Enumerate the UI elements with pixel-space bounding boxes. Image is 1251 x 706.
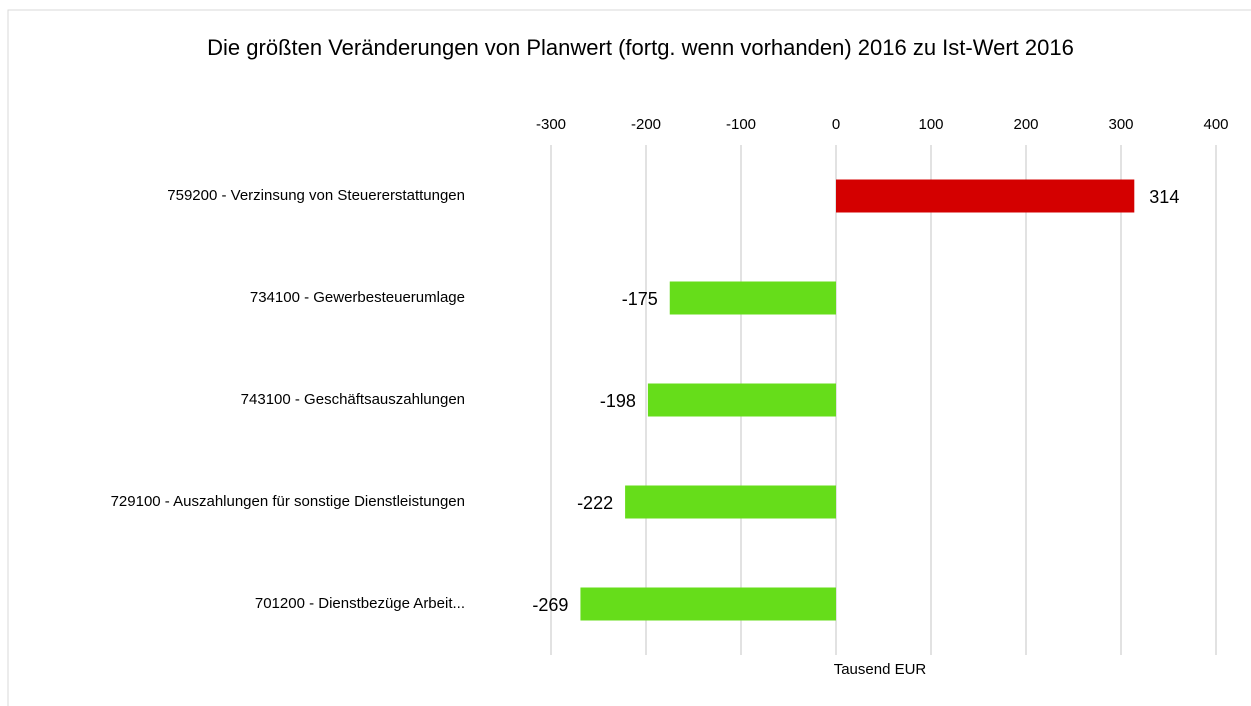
x-tick-label: 200 xyxy=(1013,116,1038,133)
value-label: -198 xyxy=(600,391,636,411)
x-tick-label: 300 xyxy=(1108,116,1133,133)
x-tick-label: 0 xyxy=(832,116,840,133)
value-label: 314 xyxy=(1149,187,1179,207)
x-axis-label: Tausend EUR xyxy=(834,661,927,678)
x-tick-label: -300 xyxy=(536,116,566,133)
value-label: -175 xyxy=(622,289,658,309)
chart-title: Die größten Veränderungen von Planwert (… xyxy=(207,35,1074,60)
y-tick-label: 701200 - Dienstbezüge Arbeit... xyxy=(255,595,465,612)
y-tick-label: 729100 - Auszahlungen für sonstige Diens… xyxy=(111,493,465,510)
value-label: -269 xyxy=(532,595,568,615)
bar xyxy=(580,587,836,621)
bar xyxy=(836,179,1135,213)
bar xyxy=(647,383,836,417)
x-tick-label: -200 xyxy=(631,116,661,133)
bar xyxy=(669,281,836,315)
y-tick-label: 759200 - Verzinsung von Steuererstattung… xyxy=(167,187,465,204)
bar xyxy=(625,485,836,519)
x-tick-label: 100 xyxy=(918,116,943,133)
x-tick-label: 400 xyxy=(1203,116,1228,133)
y-tick-label: 743100 - Geschäftsauszahlungen xyxy=(241,391,465,408)
value-label: -222 xyxy=(577,493,613,513)
y-tick-label: 734100 - Gewerbesteuerumlage xyxy=(250,289,465,306)
x-tick-label: -100 xyxy=(726,116,756,133)
chart-frame xyxy=(7,9,1251,706)
